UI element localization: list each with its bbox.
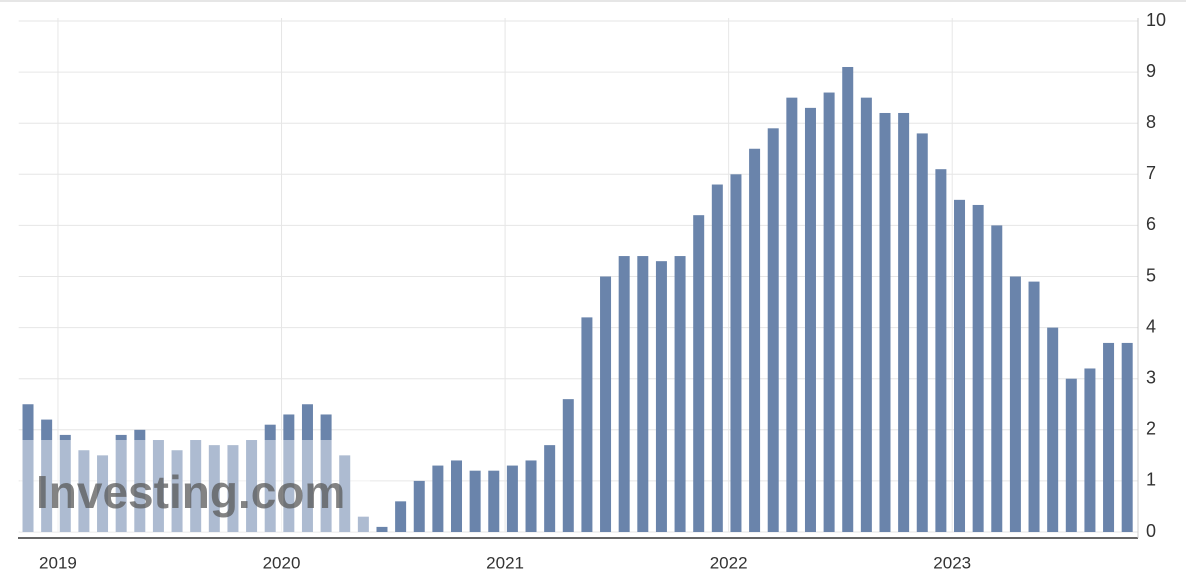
bar	[488, 470, 500, 532]
y-tick-label: 6	[1146, 214, 1156, 234]
bar	[749, 148, 761, 532]
bar	[1103, 342, 1115, 532]
bar	[413, 480, 425, 532]
bar	[376, 526, 388, 532]
grid	[18, 18, 1138, 533]
y-tick-label: 10	[1146, 10, 1166, 30]
bar	[320, 414, 332, 532]
bar	[898, 112, 910, 532]
bar	[432, 465, 444, 532]
bar	[916, 133, 928, 533]
bar	[562, 399, 574, 532]
bar	[860, 97, 872, 533]
bar	[78, 450, 90, 532]
bar	[22, 404, 34, 532]
x-tick-label: 2019	[39, 553, 77, 572]
bar	[637, 256, 649, 532]
watermark: Investing.com	[36, 466, 345, 518]
bars	[22, 66, 1133, 533]
bar	[544, 445, 556, 532]
bar	[1028, 281, 1040, 532]
bar	[451, 460, 463, 532]
bar	[190, 440, 202, 532]
bar	[283, 414, 295, 532]
bar	[674, 256, 686, 532]
y-tick-label: 7	[1146, 163, 1156, 183]
bar	[842, 66, 854, 533]
bar	[730, 174, 742, 533]
y-tick-label: 4	[1146, 316, 1156, 336]
bar	[1065, 378, 1077, 532]
bar	[152, 440, 164, 532]
bar	[655, 261, 667, 532]
bar	[41, 419, 53, 532]
bar	[600, 276, 612, 532]
bar	[879, 112, 891, 532]
bar	[395, 501, 407, 532]
bar	[991, 225, 1003, 532]
y-tick-label: 0	[1146, 521, 1156, 541]
bar	[804, 107, 816, 533]
bar	[767, 128, 779, 532]
bar	[59, 434, 71, 532]
bar	[246, 440, 258, 532]
bar	[264, 424, 276, 532]
bar	[301, 404, 313, 532]
y-tick-label: 1	[1146, 470, 1156, 490]
bar	[208, 445, 220, 532]
bar	[469, 470, 481, 532]
bar	[618, 256, 630, 532]
bar	[115, 434, 127, 532]
x-tick-label: 2021	[486, 553, 524, 572]
y-tick-label: 9	[1146, 61, 1156, 81]
bar	[786, 97, 798, 533]
y-tick-label: 5	[1146, 265, 1156, 285]
bar	[525, 460, 537, 532]
bar	[339, 455, 351, 532]
y-tick-label: 8	[1146, 112, 1156, 132]
watermark-backdrop	[20, 440, 370, 532]
bar	[357, 516, 369, 532]
bar	[1009, 276, 1021, 532]
bar	[693, 215, 705, 532]
y-tick-label: 3	[1146, 367, 1156, 387]
bar	[823, 92, 835, 532]
bar	[506, 465, 518, 532]
bar	[97, 455, 109, 532]
bar	[972, 204, 984, 532]
x-tick-label: 2020	[263, 553, 301, 572]
bar	[227, 445, 239, 532]
x-tick-label: 2023	[933, 553, 971, 572]
bar	[1047, 327, 1059, 532]
bar	[935, 169, 947, 532]
bar	[1084, 368, 1096, 532]
y-tick-label: 2	[1146, 419, 1156, 439]
bar	[711, 184, 723, 532]
bar	[171, 450, 183, 532]
x-tick-label: 2022	[710, 553, 748, 572]
bar	[581, 317, 593, 532]
bar	[954, 199, 966, 532]
bar	[1121, 342, 1133, 532]
bar	[134, 429, 146, 532]
